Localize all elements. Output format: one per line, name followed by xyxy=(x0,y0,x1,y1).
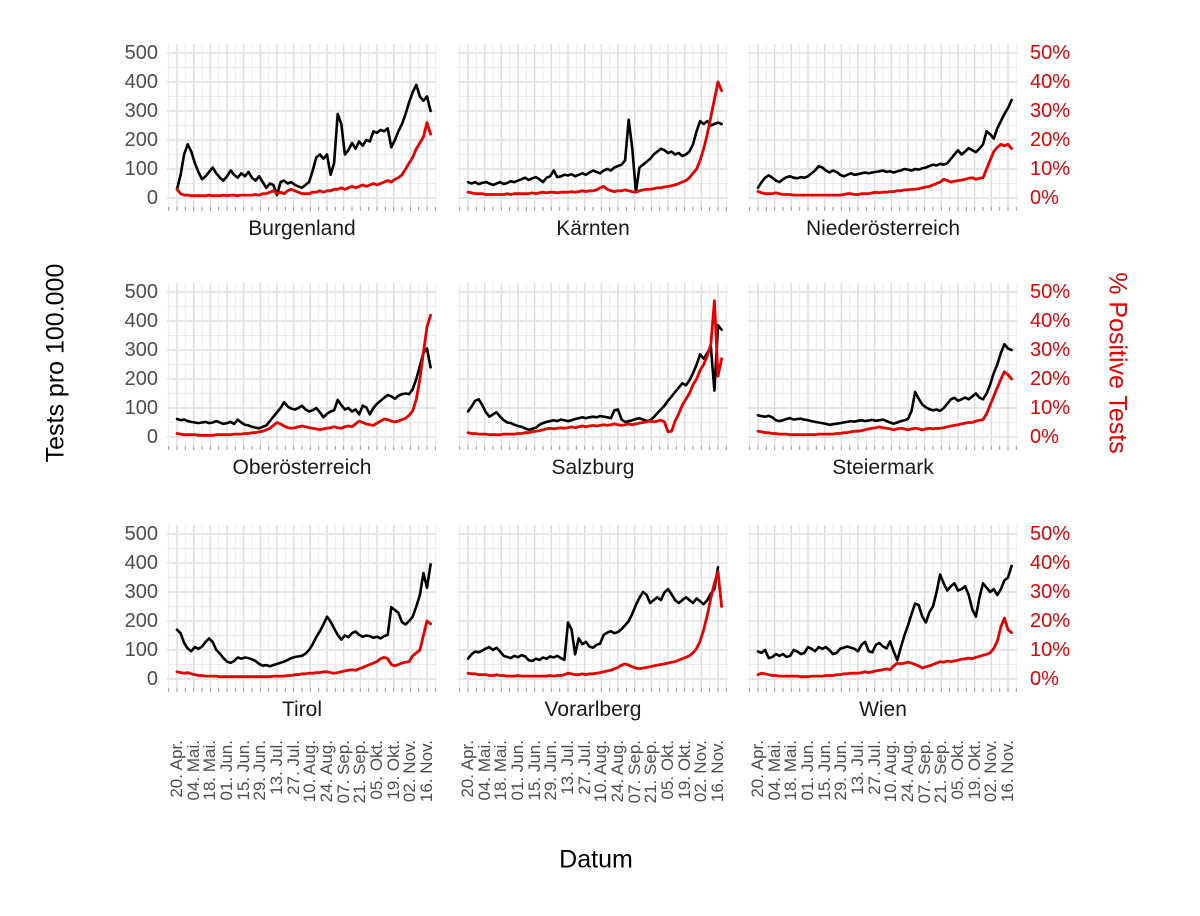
y-left-tick-label: 200 xyxy=(124,129,158,151)
x-tick-label: 16. Nov. xyxy=(998,740,1017,803)
panel-chart xyxy=(748,525,1018,692)
panel-chart xyxy=(458,44,728,211)
y-right-tick-label: 10% xyxy=(1030,158,1071,180)
y-left-tick-label: 0 xyxy=(146,426,158,448)
panel-title: Tirol xyxy=(281,698,323,721)
positive-rate-line xyxy=(466,80,724,196)
y-right-tick-label: 50% xyxy=(1030,281,1071,303)
panel-ober-sterreich xyxy=(167,283,437,451)
positive-rate-line xyxy=(756,142,1014,197)
panel-steiermark xyxy=(748,283,1018,451)
positive-rate-line xyxy=(466,299,724,437)
y-left-tick-label: 400 xyxy=(124,310,158,332)
panel-title: Vorarlberg xyxy=(544,698,642,721)
y-right-tick-label: 40% xyxy=(1030,310,1071,332)
panel-chart xyxy=(167,283,437,450)
tests-line xyxy=(175,347,432,430)
y-left-tick-label: 300 xyxy=(124,100,158,122)
tests-line xyxy=(756,342,1013,427)
panel-k-rnten xyxy=(458,44,728,212)
panel-chart xyxy=(458,525,728,692)
y-right-tick-label: 40% xyxy=(1030,71,1071,93)
y-axis-right-label: % Positive Tests xyxy=(1103,272,1132,454)
y-left-tick-label: 300 xyxy=(124,339,158,361)
y-right-tick-label: 0% xyxy=(1030,426,1059,448)
panel-chart xyxy=(748,44,1018,211)
y-right-tick-label: 50% xyxy=(1030,42,1071,64)
y-right-tick-label: 0% xyxy=(1030,668,1059,690)
y-left-tick-label: 100 xyxy=(124,639,158,661)
panel-title: Wien xyxy=(859,698,907,721)
panel-wien xyxy=(748,525,1018,693)
panel-chart xyxy=(748,283,1018,450)
x-tick-label: 16. Nov. xyxy=(708,740,727,803)
tests-line xyxy=(756,564,1013,662)
y-right-tick-label: 30% xyxy=(1030,339,1071,361)
y-axis-left-label: Tests pro 100.000 xyxy=(41,263,70,463)
tests-line xyxy=(466,565,720,663)
tests-line xyxy=(756,98,1013,190)
y-right-tick-label: 10% xyxy=(1030,397,1071,419)
panel-chart xyxy=(458,283,728,450)
panel-title: Burgenland xyxy=(248,217,356,240)
y-left-tick-label: 100 xyxy=(124,397,158,419)
tests-line xyxy=(175,563,432,668)
y-left-tick-label: 0 xyxy=(146,668,158,690)
panel-chart xyxy=(167,44,437,211)
panel-title: Salzburg xyxy=(551,456,635,479)
x-tick-label: 16. Nov. xyxy=(417,740,436,803)
positive-rate-line xyxy=(466,570,724,678)
panel-nieder-sterreich xyxy=(748,44,1018,212)
positive-rate-line xyxy=(175,619,433,679)
y-right-tick-label: 0% xyxy=(1030,187,1059,209)
y-right-tick-label: 40% xyxy=(1030,552,1071,574)
y-right-tick-label: 30% xyxy=(1030,581,1071,603)
y-left-tick-label: 100 xyxy=(124,158,158,180)
y-left-tick-label: 0 xyxy=(146,187,158,209)
y-left-tick-label: 200 xyxy=(124,368,158,390)
y-left-tick-label: 300 xyxy=(124,581,158,603)
positive-rate-line xyxy=(756,616,1014,679)
y-right-tick-label: 30% xyxy=(1030,100,1071,122)
panel-tirol xyxy=(167,525,437,693)
y-right-tick-label: 50% xyxy=(1030,523,1071,545)
y-left-tick-label: 500 xyxy=(124,523,158,545)
y-right-tick-label: 20% xyxy=(1030,610,1071,632)
y-left-tick-label: 200 xyxy=(124,610,158,632)
y-right-tick-label: 10% xyxy=(1030,639,1071,661)
panel-salzburg xyxy=(458,283,728,451)
tests-line xyxy=(175,83,432,197)
panel-title: Steiermark xyxy=(832,456,934,479)
x-axis-label: Datum xyxy=(559,845,633,874)
y-right-tick-label: 20% xyxy=(1030,129,1071,151)
panel-vorarlberg xyxy=(458,525,728,693)
panel-title: Niederösterreich xyxy=(805,217,961,240)
y-left-tick-label: 500 xyxy=(124,42,158,64)
panel-title: Oberösterreich xyxy=(232,456,372,479)
tests-line xyxy=(466,118,723,194)
y-left-tick-label: 400 xyxy=(124,71,158,93)
y-left-tick-label: 400 xyxy=(124,552,158,574)
panel-title: Kärnten xyxy=(556,217,630,240)
positive-rate-line xyxy=(175,313,433,437)
y-left-tick-label: 500 xyxy=(124,281,158,303)
y-right-tick-label: 20% xyxy=(1030,368,1071,390)
panel-burgenland xyxy=(167,44,437,212)
positive-rate-line xyxy=(175,121,433,198)
panel-chart xyxy=(167,525,437,692)
positive-rate-line xyxy=(756,370,1014,437)
tests-line xyxy=(466,323,723,432)
